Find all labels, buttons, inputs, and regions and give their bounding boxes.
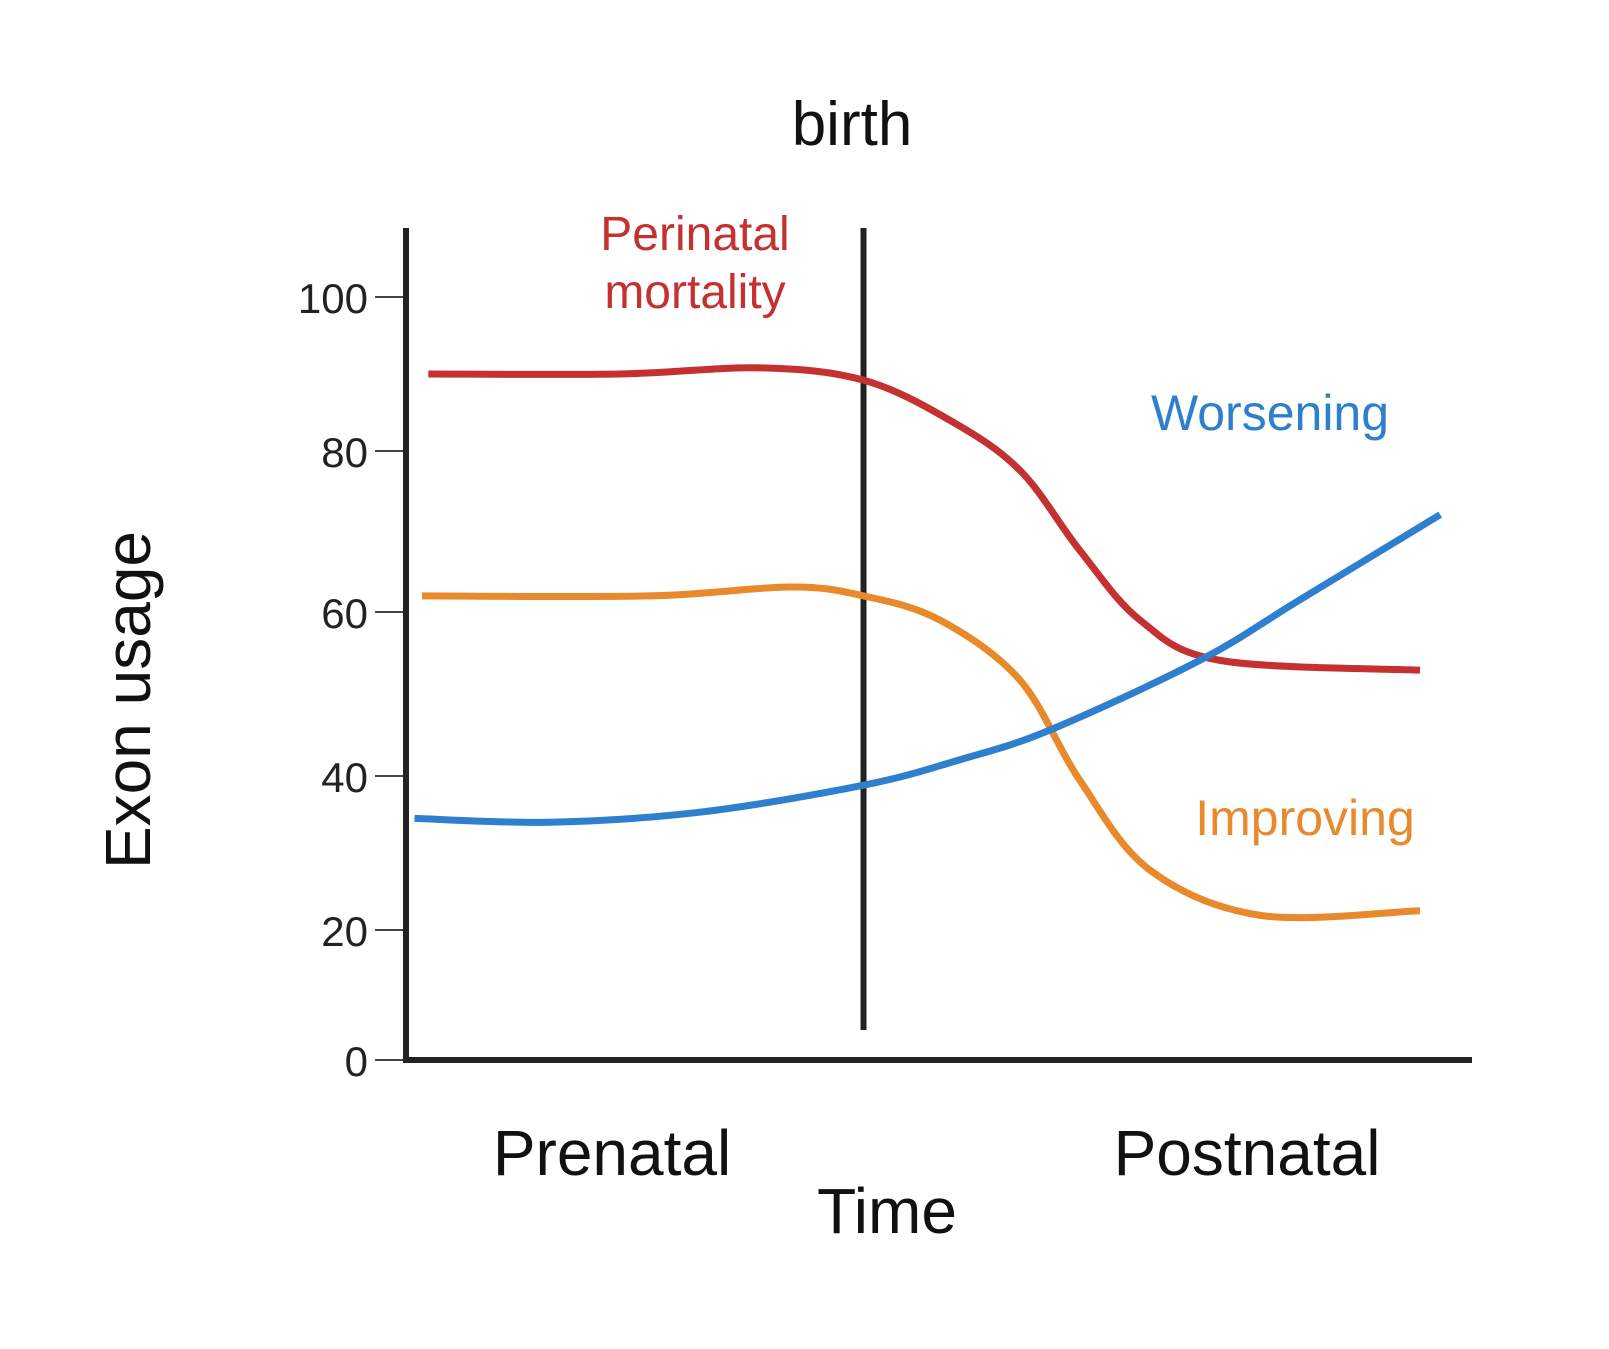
series-line-improving [421, 583, 1421, 922]
series-label-perinatal-line2: mortality [604, 266, 785, 319]
y-tick-label: 20 [321, 908, 368, 955]
x-category-postnatal: Postnatal [1114, 1117, 1381, 1189]
y-tick-label: 80 [321, 429, 368, 476]
series-label-worsening: Worsening [1151, 385, 1389, 441]
y-tick-label: 100 [298, 275, 368, 322]
x-axis-label: Time [817, 1175, 957, 1247]
x-category-prenatal: Prenatal [493, 1117, 731, 1189]
series-label-perinatal-line1: Perinatal [600, 208, 789, 261]
y-tick-label: 60 [321, 590, 368, 637]
series-line-worsening [414, 511, 1443, 826]
birth-label: birth [792, 90, 913, 159]
series-line-perinatal-mortality [428, 364, 1421, 674]
y-axis-label: Exon usage [92, 531, 164, 869]
y-tick-label: 0 [345, 1038, 368, 1085]
series-label-improving: Improving [1195, 790, 1415, 846]
y-tick-label: 40 [321, 754, 368, 801]
